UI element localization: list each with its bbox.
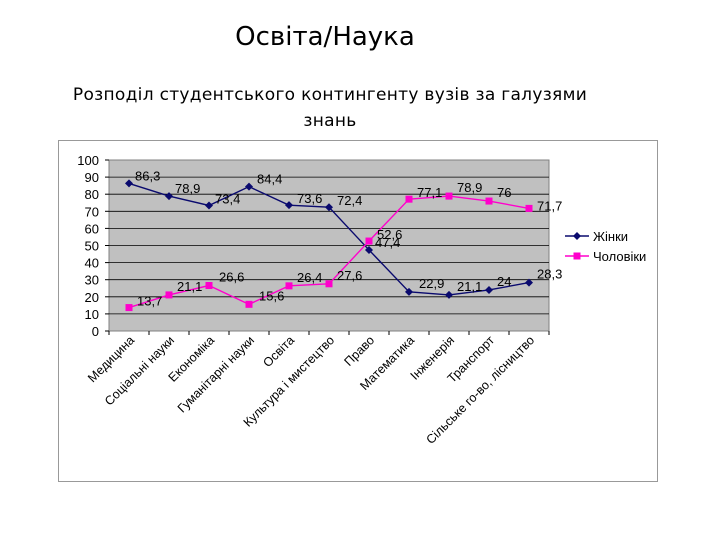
data-point	[165, 192, 173, 201]
y-tick-label: 20	[85, 290, 99, 305]
chart-subtitle: Розподіл студентського контингенту вузів…	[60, 82, 600, 134]
data-point	[525, 204, 533, 212]
data-label: 71,7	[537, 198, 562, 213]
data-label: 78,9	[457, 180, 482, 195]
legend-marker	[573, 232, 581, 240]
data-point	[205, 282, 213, 290]
category-label: Гуманітарні науки	[175, 333, 257, 415]
data-point	[325, 203, 333, 212]
data-label: 21,1	[457, 279, 482, 294]
data-point	[445, 192, 453, 200]
y-tick-label: 40	[85, 256, 99, 271]
data-point	[405, 195, 413, 203]
data-point	[365, 237, 373, 245]
data-label: 28,3	[537, 267, 562, 282]
data-point	[125, 179, 133, 188]
data-label: 13,7	[137, 294, 162, 309]
y-tick-label: 80	[85, 187, 99, 202]
data-label: 73,4	[215, 191, 240, 206]
category-label: Право	[342, 333, 378, 369]
data-point	[485, 285, 493, 294]
y-tick-label: 30	[85, 273, 99, 288]
data-label: 78,9	[175, 181, 200, 196]
data-point	[525, 278, 533, 287]
data-point	[325, 280, 333, 288]
data-label: 77,1	[417, 185, 442, 200]
data-point	[405, 287, 413, 296]
y-tick-label: 90	[85, 170, 99, 185]
y-tick-label: 70	[85, 204, 99, 219]
y-tick-label: 100	[77, 153, 99, 168]
data-label: 47,4	[375, 235, 400, 250]
data-point	[165, 291, 173, 299]
y-tick-label: 0	[92, 324, 99, 339]
data-label: 72,4	[337, 193, 362, 208]
data-label: 27,6	[337, 268, 362, 283]
data-point	[445, 290, 453, 299]
page-title: Освіта/Наука	[235, 22, 415, 52]
data-label: 21,1	[177, 279, 202, 294]
data-label: 86,3	[135, 168, 160, 183]
data-label: 84,4	[257, 172, 282, 187]
legend-marker	[573, 252, 581, 260]
data-label: 73,6	[297, 191, 322, 206]
legend-label: Жінки	[593, 229, 628, 244]
y-tick-label: 60	[85, 221, 99, 236]
data-point	[485, 197, 493, 205]
legend-label: Чоловіки	[593, 249, 646, 264]
data-point	[205, 201, 213, 210]
data-point	[365, 245, 373, 254]
data-point	[245, 182, 253, 191]
category-label: Соціальні науки	[102, 333, 177, 408]
subtitle-line-2: знань	[303, 111, 357, 131]
data-label: 26,4	[297, 270, 322, 285]
category-label: Освіта	[260, 333, 297, 370]
y-tick-label: 10	[85, 307, 99, 322]
data-point	[285, 282, 293, 290]
data-point	[125, 304, 133, 312]
data-label: 52,6	[377, 227, 402, 242]
data-label: 76	[497, 185, 511, 200]
data-label: 26,6	[219, 270, 244, 285]
data-label: 22,9	[419, 276, 444, 291]
subtitle-line-1: Розподіл студентського контингенту вузів…	[72, 85, 588, 105]
data-point	[285, 201, 293, 210]
data-point	[245, 300, 253, 308]
data-label: 15,6	[259, 288, 284, 303]
y-tick-label: 50	[85, 239, 99, 254]
data-label: 24	[497, 274, 511, 289]
chart-frame	[58, 140, 658, 482]
